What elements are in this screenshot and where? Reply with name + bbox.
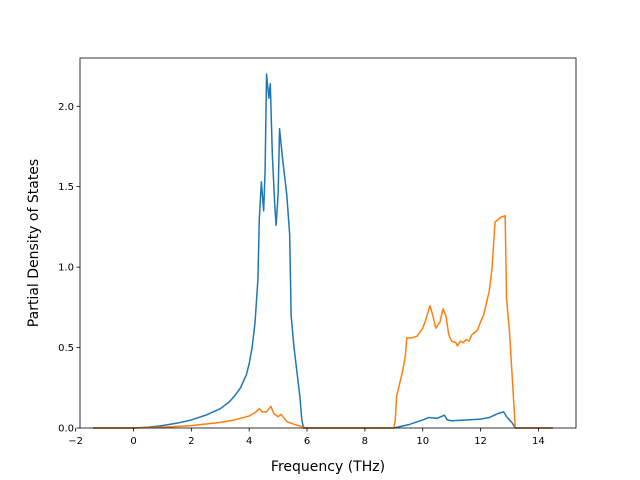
- x-tick-label: 2: [188, 436, 194, 447]
- x-tick-label: 4: [246, 436, 252, 447]
- y-tick-label: 2.0: [58, 102, 74, 113]
- y-tick-label: 1.5: [58, 182, 74, 193]
- x-tick-label: 14: [532, 436, 545, 447]
- x-axis-ticks: −2 0 2 4 6 8 10 12 14: [68, 428, 545, 447]
- y-axis-ticks: 0.0 0.5 1.0 1.5 2.0: [58, 102, 80, 435]
- series-line-1: [93, 73, 553, 429]
- series-layer: [93, 73, 553, 429]
- x-tick-label: 12: [474, 436, 487, 447]
- y-axis-title: Partial Density of States: [26, 159, 42, 327]
- x-axis-title: Frequency (THz): [271, 459, 385, 475]
- x-tick-label: 6: [304, 436, 310, 447]
- x-tick-label: 0: [130, 436, 136, 447]
- y-tick-label: 0.0: [58, 424, 74, 435]
- x-tick-label: 8: [362, 436, 368, 447]
- y-tick-label: 1.0: [58, 263, 74, 274]
- series-line-2: [93, 214, 553, 429]
- x-tick-label: 10: [416, 436, 429, 447]
- axes-frame: [79, 57, 577, 429]
- x-tick-label: −2: [68, 436, 83, 447]
- y-tick-label: 0.5: [58, 343, 74, 354]
